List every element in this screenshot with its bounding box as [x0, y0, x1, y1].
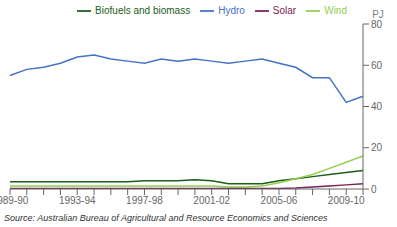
- svg-text:2009-10: 2009-10: [328, 195, 365, 206]
- svg-text:20: 20: [371, 142, 383, 153]
- html-text:Solar: Solar: [272, 4, 297, 16]
- svg-text:2001-02: 2001-02: [193, 195, 230, 206]
- svg-text:PJ: PJ: [372, 9, 384, 20]
- svg-text:1989-90: 1989-90: [8, 195, 29, 206]
- html-text:Hydro: Hydro: [218, 4, 245, 16]
- svg-text:1997-98: 1997-98: [126, 195, 163, 206]
- svg-text:0: 0: [371, 184, 377, 195]
- html-text:Source: Australian Bureau of A: Source: Australian Bureau of Agricultura…: [4, 213, 328, 223]
- svg-text:2005-06: 2005-06: [261, 195, 298, 206]
- svg-text:80: 80: [371, 19, 383, 30]
- svg-text:40: 40: [371, 101, 383, 112]
- html-text:Wind: Wind: [324, 4, 347, 16]
- svg-text:60: 60: [371, 60, 383, 71]
- html-text:Biofuels and biomass: Biofuels and biomass: [95, 4, 191, 16]
- svg-text:1993-94: 1993-94: [59, 195, 96, 206]
